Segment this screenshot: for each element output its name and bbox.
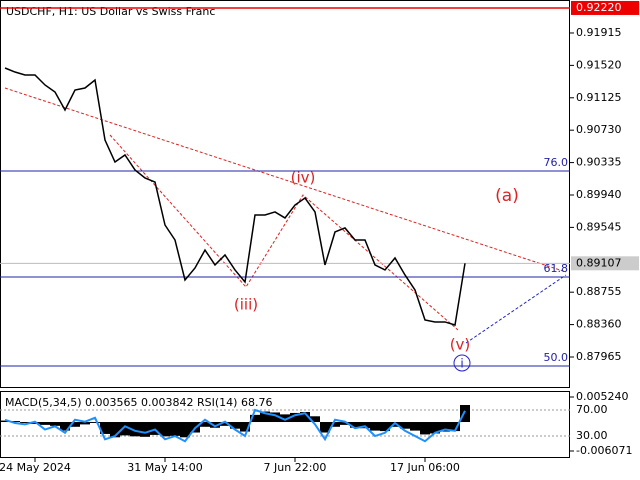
histogram-bar [120, 422, 130, 436]
x-tick-label: 7 Jun 22:00 [264, 461, 327, 474]
histogram-bar [70, 422, 80, 427]
histogram-bar [280, 414, 290, 423]
histogram-bar [60, 422, 70, 431]
y2-tick-label: 70.00 [576, 403, 608, 416]
histogram-bar [50, 422, 60, 426]
histogram-bar [320, 422, 330, 433]
y-tick-label: 0.90335 [576, 156, 622, 169]
histogram-bar [250, 414, 260, 423]
y-tick-label: 0.87965 [576, 350, 622, 363]
histogram-bar [340, 422, 350, 425]
x-tick-label: 24 May 2024 [0, 461, 71, 474]
histogram-bar [150, 422, 160, 435]
histogram-bar [160, 422, 170, 437]
fib-label: 50.0 [544, 351, 569, 364]
price-line [4, 67, 466, 326]
y-tick-label: 0.89940 [576, 188, 622, 201]
histogram-bar [90, 422, 100, 423]
indicator-panel [0, 391, 570, 458]
histogram-bar [0, 420, 10, 423]
histogram-bar [300, 411, 310, 423]
histogram-bar [80, 422, 90, 425]
histogram-bar [170, 422, 180, 436]
annotation: (a) [495, 186, 519, 206]
level-label: 0.92220 [576, 1, 622, 14]
current-price-box [571, 256, 639, 271]
x-tick-label: 17 Jun 06:00 [390, 461, 460, 474]
histogram-bar [350, 422, 360, 428]
histogram-bar [310, 416, 320, 423]
annotation: (v) [450, 336, 471, 354]
histogram-bar [260, 411, 270, 423]
x-tick-label: 31 May 14:00 [127, 461, 202, 474]
fib-label: 61.8 [544, 262, 569, 275]
projection-line [465, 274, 567, 344]
histogram-bar [220, 422, 230, 426]
level-box [571, 0, 639, 15]
histogram-bar [130, 422, 140, 437]
main-panel [0, 0, 570, 388]
histogram-bar [380, 422, 390, 432]
histogram-bar [290, 412, 300, 423]
indicator-title: MACD(5,34,5) 0.003565 0.003842 RSI(14) 6… [5, 396, 272, 409]
histogram-bar [460, 404, 470, 423]
histogram-bar [100, 422, 110, 434]
histogram-bar [450, 422, 460, 432]
histogram-bar [420, 422, 430, 435]
histogram-bar [110, 422, 120, 438]
fib-label: 76.0 [544, 156, 569, 169]
histogram-bar [410, 422, 420, 431]
histogram-bar [200, 422, 210, 427]
histogram-bar [10, 421, 20, 423]
wave-line [109, 134, 459, 331]
annotation: (iii) [234, 296, 258, 314]
histogram-bar [20, 422, 30, 423]
y-tick-label: 0.88755 [576, 285, 622, 298]
histogram-bar [440, 422, 450, 432]
y2-tick-label: 30.00 [576, 429, 608, 442]
y-tick-label: 0.005240 [576, 390, 629, 403]
histogram-bar [40, 422, 50, 425]
histogram-bar [370, 422, 380, 431]
rsi-line [4, 408, 466, 443]
current-price-label: 0.89107 [576, 256, 622, 269]
y-tick-label: 0.91125 [576, 91, 622, 104]
histogram-bar [330, 422, 340, 427]
y-tick-label: 0.91520 [576, 58, 622, 71]
annotation: (iv) [291, 169, 316, 187]
y-tick-label: 0.88360 [576, 318, 622, 331]
histogram-bar [230, 422, 240, 429]
histogram-bar [180, 422, 190, 438]
trend-line [4, 87, 567, 273]
chart-title: USDCHF, H1: US Dollar vs Swiss Franc [6, 5, 215, 18]
wave-circle [453, 354, 471, 372]
histogram-bar [400, 422, 410, 429]
y-tick-label: -0.006071 [576, 444, 632, 457]
histogram-bar [240, 422, 250, 432]
histogram-bar [430, 422, 440, 434]
histogram-bar [360, 422, 370, 429]
histogram-bar [140, 422, 150, 437]
y-tick-label: 0.89545 [576, 220, 622, 233]
histogram-bar [270, 412, 280, 423]
y-tick-label: 0.91915 [576, 26, 622, 39]
histogram-bar [210, 422, 220, 428]
y-tick-label: 0.90730 [576, 123, 622, 136]
annotation: i [460, 357, 463, 371]
